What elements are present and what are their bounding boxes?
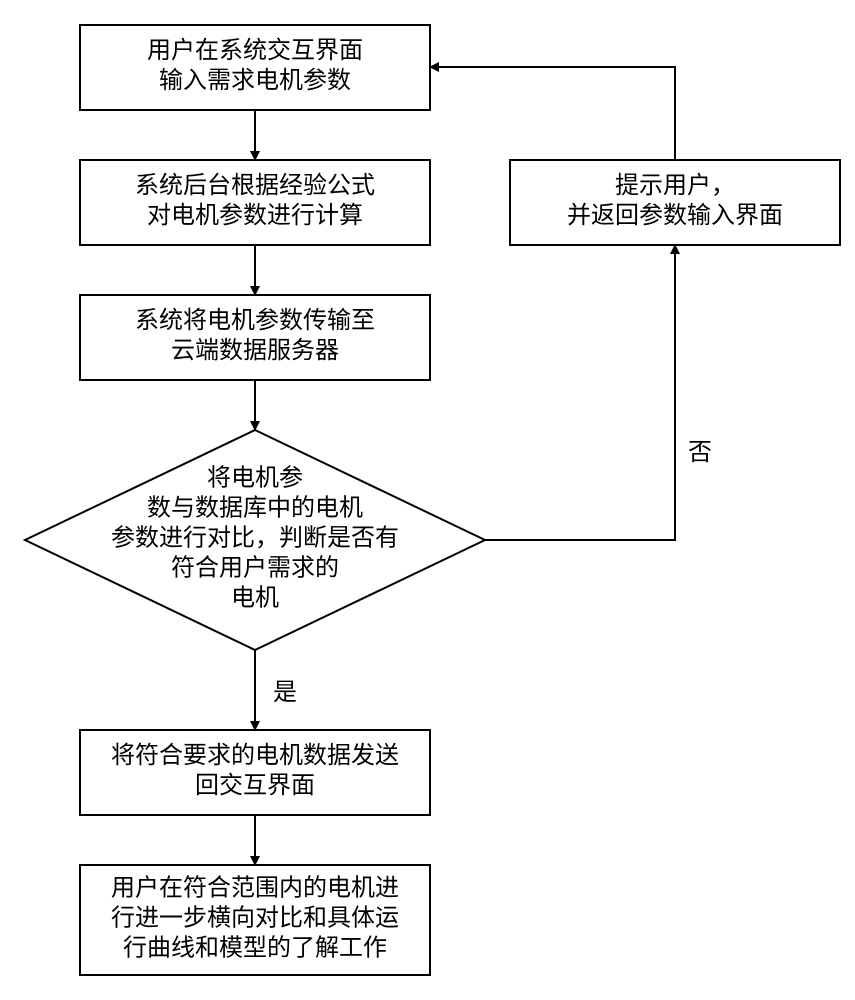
node-text: 用户在符合范围内的电机进 [111, 875, 399, 902]
node-text: 电机 [231, 585, 279, 612]
node-text: 提示用户， [615, 172, 735, 199]
node-text: 对电机参数进行计算 [147, 202, 363, 229]
node-text: 云端数据服务器 [171, 337, 339, 364]
node-text: 行进一步横向对比和具体运 [111, 905, 399, 932]
node-text: 用户在系统交互界面 [147, 37, 363, 64]
node-text: 回交互界面 [195, 772, 315, 799]
node-text: 将电机参 [207, 465, 303, 492]
edge-label: 是 [273, 680, 297, 706]
node-text: 数与数据库中的电机 [147, 495, 363, 522]
node-text: 参数进行对比，判断是否有 [111, 525, 399, 552]
edge [430, 67, 675, 160]
node-text: 将符合要求的电机数据发送 [111, 742, 399, 769]
node-text: 系统将电机参数传输至 [135, 307, 375, 334]
node-text: 符合用户需求的 [171, 555, 339, 582]
node-text: 并返回参数输入界面 [567, 202, 783, 229]
edge [485, 245, 675, 540]
node-text: 输入需求电机参数 [159, 67, 351, 94]
node-text: 行曲线和模型的了解工作 [123, 935, 387, 962]
node-text: 系统后台根据经验公式 [135, 172, 375, 199]
edge-label: 否 [688, 440, 712, 466]
